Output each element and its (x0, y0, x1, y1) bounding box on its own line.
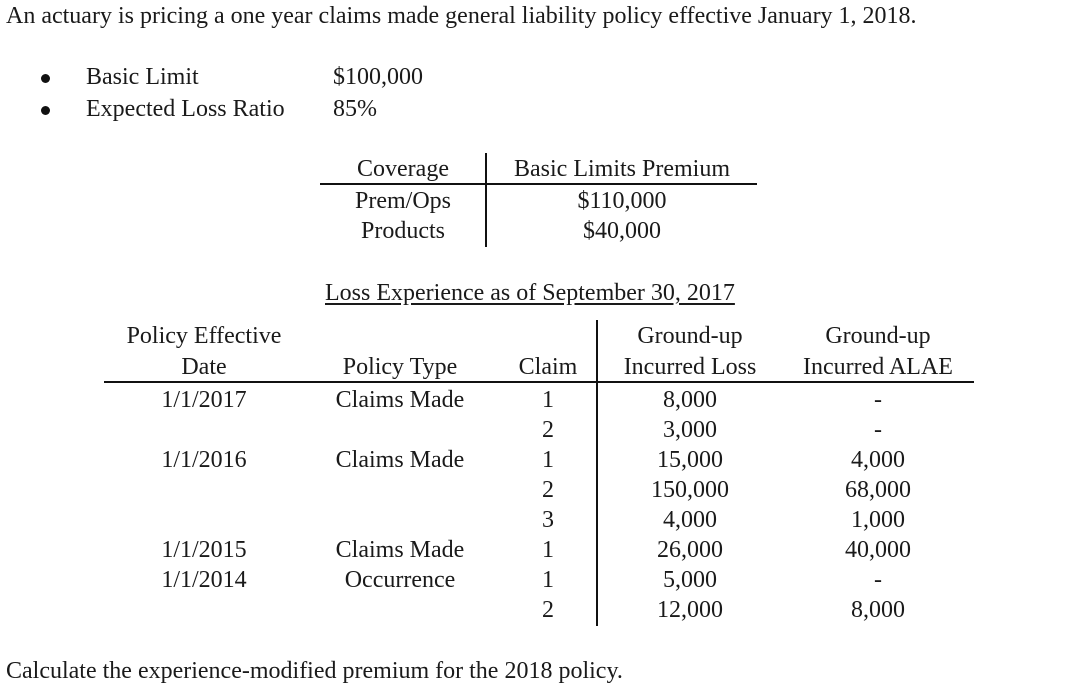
loss-row-incurred-alae: 40,000 (845, 537, 911, 563)
loss-row-claim: 2 (542, 477, 554, 503)
bullet-value-expected-loss-ratio: 85% (333, 96, 377, 122)
premium-row-coverage: Products (361, 218, 445, 244)
loss-row-incurred-alae: 1,000 (851, 507, 905, 533)
bullet-dot-icon (41, 106, 50, 115)
loss-row-claim: 1 (542, 537, 554, 563)
loss-row-date: 1/1/2015 (161, 537, 247, 563)
loss-row-incurred-alae: - (874, 387, 882, 413)
loss-row-date: 1/1/2014 (161, 567, 247, 593)
loss-row-date: 1/1/2016 (161, 447, 247, 473)
bullet-label-basic-limit: Basic Limit (86, 64, 199, 90)
loss-header-alae-line1: Ground-up (825, 323, 931, 349)
loss-header-date-line1: Policy Effective (126, 323, 282, 349)
loss-row-incurred-alae: - (874, 417, 882, 443)
bullet-dot-icon (41, 74, 50, 83)
loss-header-loss-line2: Incurred Loss (623, 354, 757, 380)
loss-row-claim: 2 (542, 597, 554, 623)
loss-row-policy-type: Claims Made (335, 387, 465, 413)
loss-row-incurred-loss: 5,000 (663, 567, 717, 593)
loss-column-divider (596, 320, 598, 626)
loss-row-policy-type: Claims Made (335, 537, 465, 563)
loss-row-incurred-loss: 8,000 (663, 387, 717, 413)
loss-header-loss-line1: Ground-up (637, 323, 743, 349)
intro-text: An actuary is pricing a one year claims … (6, 3, 917, 29)
loss-header-date-line2: Date (181, 354, 227, 380)
bullet-label-expected-loss-ratio: Expected Loss Ratio (86, 96, 285, 122)
loss-header-claim: Claim (518, 354, 578, 380)
premium-header-basic-limits-premium: Basic Limits Premium (514, 156, 730, 182)
loss-row-incurred-loss: 12,000 (657, 597, 723, 623)
question-text: Calculate the experience-modified premiu… (6, 658, 623, 684)
loss-row-incurred-alae: 4,000 (851, 447, 905, 473)
loss-header-alae-line2: Incurred ALAE (803, 354, 953, 380)
loss-row-incurred-alae: 68,000 (845, 477, 911, 503)
loss-header-policy-type: Policy Type (342, 354, 458, 380)
loss-row-claim: 1 (542, 447, 554, 473)
loss-row-incurred-loss: 4,000 (663, 507, 717, 533)
loss-row-claim: 1 (542, 387, 554, 413)
premium-column-divider (485, 153, 487, 247)
premium-header-rule (320, 183, 757, 185)
loss-row-claim: 3 (542, 507, 554, 533)
premium-row-amount: $110,000 (577, 188, 667, 214)
loss-row-policy-type: Occurrence (344, 567, 456, 593)
loss-row-incurred-alae: - (874, 567, 882, 593)
loss-row-claim: 2 (542, 417, 554, 443)
loss-row-incurred-loss: 150,000 (651, 477, 729, 503)
loss-row-incurred-alae: 8,000 (851, 597, 905, 623)
premium-row-coverage: Prem/Ops (355, 188, 451, 214)
loss-row-policy-type: Claims Made (335, 447, 465, 473)
premium-row-amount: $40,000 (583, 218, 661, 244)
loss-row-incurred-loss: 26,000 (657, 537, 723, 563)
loss-experience-title: Loss Experience as of September 30, 2017 (325, 280, 735, 306)
loss-row-date: 1/1/2017 (161, 387, 247, 413)
loss-row-incurred-loss: 3,000 (663, 417, 717, 443)
loss-row-incurred-loss: 15,000 (657, 447, 723, 473)
loss-header-rule (104, 381, 974, 383)
loss-row-claim: 1 (542, 567, 554, 593)
bullet-value-basic-limit: $100,000 (333, 64, 423, 90)
premium-header-coverage: Coverage (357, 156, 449, 182)
